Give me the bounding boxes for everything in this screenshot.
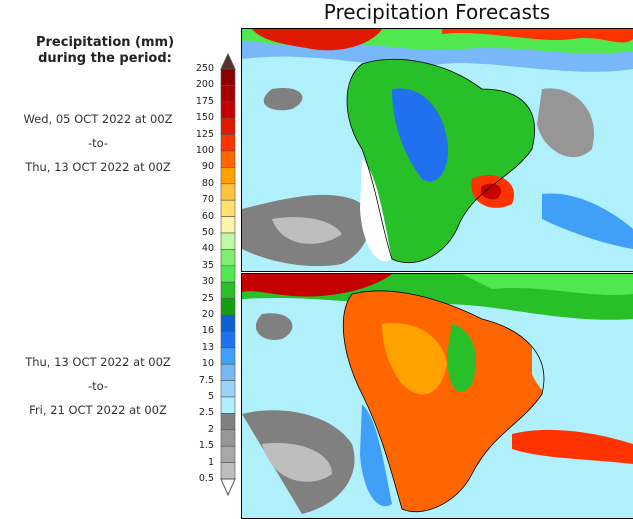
colorbar-bin [220, 445, 236, 463]
colorbar-tick-label: 125 [195, 128, 214, 140]
colorbar-bin [220, 380, 236, 398]
forecast-map-period-2 [241, 273, 633, 519]
colorbar-arrow-top [220, 52, 236, 70]
colorbar-bin [220, 101, 236, 119]
colorbar-tick-label: 20 [201, 309, 214, 320]
colorbar-bin [220, 462, 236, 480]
colorbar-arrow-bottom [220, 478, 236, 497]
colorbar-bin [220, 331, 236, 349]
colorbar-bin [220, 347, 236, 365]
period-end: Thu, 13 OCT 2022 at 00Z [25, 160, 171, 174]
precip-map-2 [242, 274, 633, 518]
colorbar-bin [220, 167, 236, 185]
colorbar-bin [220, 363, 236, 381]
colorbar-tick-label: 150 [195, 112, 214, 124]
precip-map-1 [242, 29, 633, 271]
colorbar-tick-label: 250 [195, 63, 214, 74]
colorbar-tick-label: 1.5 [198, 440, 214, 452]
period-start: Thu, 13 OCT 2022 at 00Z [25, 355, 171, 369]
colorbar-bin [220, 314, 236, 332]
period-2-label: Thu, 13 OCT 2022 at 00Z -to- Fri, 21 OCT… [0, 350, 196, 422]
colorbar-bin [220, 183, 236, 201]
colorbar-tick-label: 100 [195, 145, 214, 156]
colorbar-tick-label: 7.5 [198, 374, 214, 386]
colorbar-bin [220, 232, 236, 250]
period-sep: -to- [87, 136, 109, 150]
colorbar-tick-label: 80 [201, 177, 214, 189]
legend-title: Precipitation (mm) during the period: [10, 35, 200, 67]
colorbar-tick-label: 50 [201, 227, 214, 238]
period-end: Fri, 21 OCT 2022 at 00Z [29, 403, 167, 417]
colorbar-tick-label: 5 [207, 391, 214, 402]
colorbar-tick-label: 10 [201, 358, 214, 370]
colorbar-bin [220, 298, 236, 316]
colorbar-tick-label: 40 [201, 243, 214, 255]
colorbar-tick-label: 175 [195, 95, 214, 107]
colorbar-tick-label: 60 [201, 210, 214, 222]
legend-title-line2: during the period: [38, 51, 172, 66]
period-1-label: Wed, 05 OCT 2022 at 00Z -to- Thu, 13 OCT… [0, 107, 196, 179]
colorbar-bin [220, 413, 236, 431]
colorbar-bin [220, 396, 236, 414]
colorbar-tick-label: 30 [201, 276, 214, 288]
colorbar-tick-label: 1 [207, 456, 214, 468]
colorbar-tick-label: 0.5 [198, 473, 214, 484]
colorbar-tick-label: 90 [201, 161, 214, 173]
forecast-map-period-1 [241, 28, 633, 272]
period-sep: -to- [87, 379, 109, 393]
colorbar-bin [220, 265, 236, 283]
colorbar-bin [220, 68, 236, 86]
colorbar-tick-label: 70 [201, 194, 214, 206]
period-start: Wed, 05 OCT 2022 at 00Z [23, 112, 173, 126]
colorbar-bin [220, 117, 236, 135]
chart-title: Precipitation Forecasts [323, 0, 551, 24]
colorbar-bin [220, 216, 236, 234]
colorbar-tick-label: 16 [201, 325, 214, 337]
colorbar-bin [220, 249, 236, 267]
colorbar-bin [220, 281, 236, 299]
colorbar-bin [220, 150, 236, 168]
colorbar-tick-label: 13 [201, 341, 214, 353]
colorbar-bin [220, 199, 236, 217]
colorbar-tick-label: 35 [201, 259, 214, 271]
colorbar-tick-label: 200 [195, 79, 214, 91]
colorbar-svg [220, 52, 236, 497]
colorbar-bin [220, 134, 236, 152]
colorbar-bin [220, 85, 236, 103]
legend-title-line1: Precipitation (mm) [35, 35, 175, 50]
colorbar-tick-label: 2.5 [198, 407, 214, 419]
colorbar-tick-label: 2 [207, 423, 214, 435]
colorbar-bin [220, 429, 236, 447]
colorbar-tick-label: 25 [201, 292, 214, 304]
